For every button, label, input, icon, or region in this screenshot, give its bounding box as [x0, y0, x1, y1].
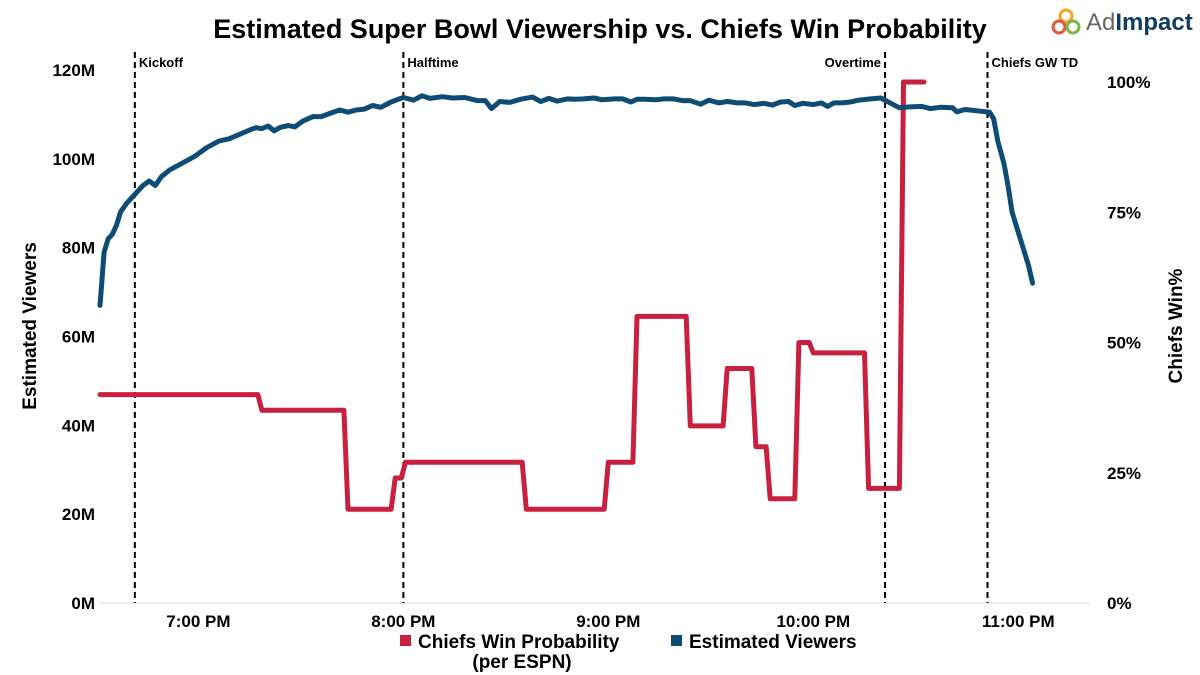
y-tick-label: 20M [62, 505, 95, 524]
legend-swatch-viewers [671, 635, 682, 646]
x-tick-label: 10:00 PM [776, 612, 850, 631]
legend-sublabel-win-probability: (per ESPN) [472, 652, 571, 673]
event-label: Chiefs GW TD [992, 55, 1079, 70]
event-label: Overtime [825, 55, 881, 70]
x-tick-label: 8:00 PM [371, 612, 435, 631]
logo-text-ad: Ad [1086, 9, 1115, 36]
y-tick-label: 60M [62, 328, 95, 347]
x-tick-label: 9:00 PM [576, 612, 640, 631]
series-line-win-probability [97, 79, 927, 512]
event-label: Halftime [407, 55, 458, 70]
y2-tick-label: 25% [1107, 464, 1141, 483]
y2-tick-label: 75% [1107, 203, 1141, 222]
y-tick-label: 80M [62, 239, 95, 258]
y-tick-label: 40M [62, 416, 95, 435]
x-tick-label: 7:00 PM [166, 612, 230, 631]
chart-title: Estimated Super Bowl Viewership vs. Chie… [213, 14, 986, 44]
y-tick-label: 120M [52, 61, 95, 80]
logo-mark-icon [1051, 8, 1081, 35]
y2-tick-label: 50% [1107, 334, 1141, 353]
y-tick-label: 0M [71, 594, 95, 613]
series-line-viewers [97, 93, 1036, 308]
logo-text-impact: Impact [1115, 9, 1192, 36]
event-label: Kickoff [139, 55, 184, 70]
legend-swatch-win-probability [400, 635, 411, 646]
y2-axis-title: Chiefs Win% [1166, 268, 1187, 383]
y2-tick-label: 0% [1107, 594, 1132, 613]
adimpact-logo: AdImpact [1051, 8, 1193, 36]
legend-label-viewers: Estimated Viewers [689, 632, 857, 653]
svg-text:AdImpact: AdImpact [1086, 9, 1193, 36]
y-axis-title: Estimated Viewers [20, 242, 41, 410]
y2-tick-label: 100% [1107, 73, 1150, 92]
y-tick-label: 100M [52, 150, 95, 169]
legend: Chiefs Win Probability (per ESPN) Estima… [400, 632, 857, 673]
legend-label-win-probability: Chiefs Win Probability [418, 632, 620, 653]
x-tick-label: 11:00 PM [982, 612, 1055, 631]
